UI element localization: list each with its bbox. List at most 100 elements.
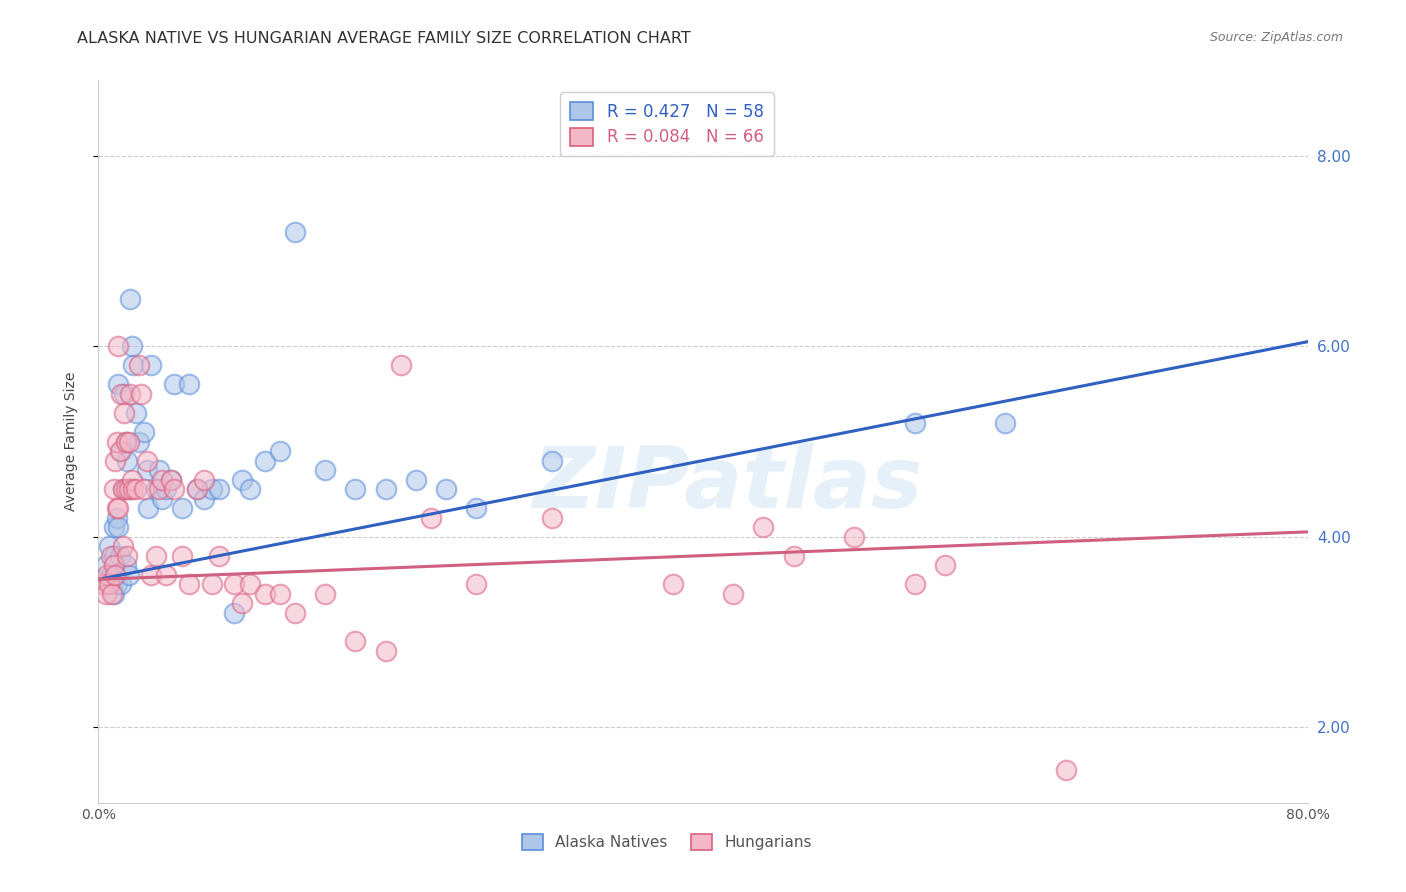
Text: ALASKA NATIVE VS HUNGARIAN AVERAGE FAMILY SIZE CORRELATION CHART: ALASKA NATIVE VS HUNGARIAN AVERAGE FAMIL… — [77, 31, 692, 46]
Point — [110, 387, 132, 401]
Point — [783, 549, 806, 563]
Point — [193, 491, 215, 506]
Point — [121, 473, 143, 487]
Point — [145, 549, 167, 563]
Point — [108, 444, 131, 458]
Point — [114, 434, 136, 449]
Point — [141, 359, 163, 373]
Point — [253, 453, 276, 467]
Point — [101, 587, 124, 601]
Point — [269, 587, 291, 601]
Point — [208, 549, 231, 563]
Point — [344, 634, 367, 648]
Point — [114, 434, 136, 449]
Point — [121, 339, 143, 353]
Point — [405, 473, 427, 487]
Text: Source: ZipAtlas.com: Source: ZipAtlas.com — [1209, 31, 1343, 45]
Point — [208, 482, 231, 496]
Text: ZIPatlas: ZIPatlas — [531, 443, 922, 526]
Point — [465, 501, 488, 516]
Point — [155, 482, 177, 496]
Point — [661, 577, 683, 591]
Point — [103, 587, 125, 601]
Point — [91, 577, 114, 591]
Point — [112, 406, 135, 420]
Point — [98, 539, 121, 553]
Point — [284, 606, 307, 620]
Point — [107, 377, 129, 392]
Point — [1054, 763, 1077, 777]
Point — [125, 482, 148, 496]
Point — [434, 482, 457, 496]
Point — [120, 387, 142, 401]
Point — [148, 463, 170, 477]
Point — [129, 387, 152, 401]
Point — [231, 473, 253, 487]
Point — [100, 567, 122, 582]
Point — [135, 463, 157, 477]
Point — [105, 510, 128, 524]
Y-axis label: Average Family Size: Average Family Size — [63, 372, 77, 511]
Point — [374, 643, 396, 657]
Point — [193, 473, 215, 487]
Point — [723, 587, 745, 601]
Point — [465, 577, 488, 591]
Point — [101, 577, 124, 591]
Point — [163, 377, 186, 392]
Point — [155, 567, 177, 582]
Point — [752, 520, 775, 534]
Point — [115, 453, 138, 467]
Point — [125, 406, 148, 420]
Point — [118, 482, 141, 496]
Point — [103, 482, 125, 496]
Point — [96, 567, 118, 582]
Point — [114, 558, 136, 573]
Point — [108, 549, 131, 563]
Point — [239, 577, 262, 591]
Point — [105, 577, 128, 591]
Point — [118, 567, 141, 582]
Point — [118, 434, 141, 449]
Point — [114, 482, 136, 496]
Point — [103, 549, 125, 563]
Point — [111, 539, 134, 553]
Point — [132, 425, 155, 439]
Point — [344, 482, 367, 496]
Point — [224, 577, 246, 591]
Point — [420, 510, 443, 524]
Point — [107, 520, 129, 534]
Point — [904, 577, 927, 591]
Point — [103, 558, 125, 573]
Point — [110, 444, 132, 458]
Point — [150, 491, 173, 506]
Point — [105, 501, 128, 516]
Point — [224, 606, 246, 620]
Point — [94, 587, 117, 601]
Point — [540, 510, 562, 524]
Point — [107, 339, 129, 353]
Point — [104, 567, 127, 582]
Point — [269, 444, 291, 458]
Point — [201, 577, 224, 591]
Point — [128, 359, 150, 373]
Point — [128, 434, 150, 449]
Point — [118, 482, 141, 496]
Point — [136, 501, 159, 516]
Point — [94, 558, 117, 573]
Point — [844, 530, 866, 544]
Point — [314, 463, 336, 477]
Point — [160, 473, 183, 487]
Point — [540, 453, 562, 467]
Point — [98, 577, 121, 591]
Point — [231, 596, 253, 610]
Point — [170, 501, 193, 516]
Point — [314, 587, 336, 601]
Legend: Alaska Natives, Hungarians: Alaska Natives, Hungarians — [516, 828, 818, 856]
Point — [389, 359, 412, 373]
Point — [904, 416, 927, 430]
Point — [122, 359, 145, 373]
Point — [150, 473, 173, 487]
Point — [104, 567, 127, 582]
Point — [132, 482, 155, 496]
Point — [170, 549, 193, 563]
